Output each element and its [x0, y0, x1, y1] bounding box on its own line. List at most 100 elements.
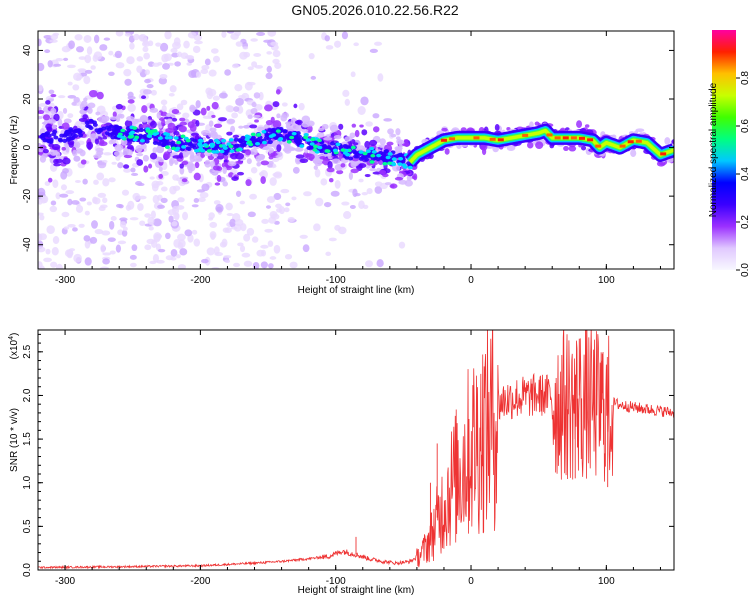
spectrogram-noise-blob — [149, 176, 155, 180]
spectrogram-cloud-blob — [222, 166, 227, 175]
spectrogram-noise-blob — [115, 108, 124, 114]
spectrogram-noise-blob — [173, 238, 181, 248]
spectrogram-noise-blob — [266, 196, 276, 203]
snr-yunit-label: (x104) — [8, 333, 20, 360]
spectrogram-cloud-blob — [57, 118, 63, 127]
spectrogram-noise-blob — [152, 218, 162, 227]
spectrogram-core-blob — [47, 139, 53, 144]
spectrogram-noise-blob — [38, 62, 45, 72]
spectrogram-bright-blob — [173, 136, 179, 140]
spectrogram-ridge-peak — [595, 144, 602, 148]
spectrogram-noise-blob — [74, 179, 81, 183]
spectrogram-cloud-blob — [444, 148, 450, 155]
spectrogram-noise-blob — [108, 220, 115, 230]
spectrogram-cloud-blob — [53, 113, 60, 122]
spectrogram-noise-blob — [372, 113, 380, 119]
spectrogram-bright-blob — [246, 135, 252, 139]
spectrogram-noise-blob — [93, 51, 103, 60]
spectrogram-noise-blob — [71, 200, 80, 205]
spectrogram-bright-blob — [176, 140, 182, 145]
spectrogram-noise-blob — [61, 211, 70, 218]
spectrogram-noise-blob — [136, 56, 144, 62]
spectrogram-noise-blob — [67, 198, 73, 206]
spectrogram-noise-blob — [173, 37, 181, 46]
spectrogram-noise-blob — [205, 87, 213, 95]
spectrogram-cloud-blob — [181, 160, 189, 165]
spectrogram-cloud-blob — [109, 116, 118, 121]
spectrogram-cloud-blob — [97, 161, 107, 169]
spectrogram-noise-blob — [313, 223, 321, 232]
spectrogram-cloud-blob — [581, 145, 587, 151]
spectrogram-noise-blob — [247, 211, 256, 218]
spectrogram-bright-blob — [134, 135, 140, 140]
snr-xtick-label: 0 — [468, 576, 474, 587]
spectrogram-bright-blob — [175, 146, 181, 151]
spectrogram-bright-blob — [181, 145, 187, 149]
spectrogram-noise-blob — [360, 96, 369, 106]
spectrogram-noise-blob — [44, 49, 51, 54]
spectrogram-noise-blob — [129, 262, 137, 268]
spectrogram-noise-blob — [160, 171, 169, 176]
spectrogram-noise-blob — [84, 210, 90, 216]
spectrogram-core-blob — [186, 146, 192, 151]
spectrogram-noise-blob — [231, 112, 239, 119]
spectrogram-noise-blob — [110, 216, 117, 221]
spectrogram-bright-blob — [332, 148, 338, 153]
spectrogram-cloud-blob — [127, 99, 135, 104]
spectrogram-bright-blob — [289, 135, 295, 140]
spectrogram-noise-blob — [328, 237, 337, 242]
spectrogram-cloud-blob — [506, 145, 516, 152]
spectrogram-cloud-blob — [272, 120, 282, 129]
spectrogram-xlabel: Height of straight line (km) — [298, 285, 415, 296]
spectrogram-cloud-blob — [273, 141, 279, 147]
spectrogram-noise-blob — [138, 195, 147, 200]
spectrogram-cloud-blob — [140, 115, 149, 123]
spectrogram-noise-blob — [281, 102, 288, 107]
spectrogram-ylabel: Frequency (Hz) — [9, 116, 20, 185]
spectrogram-noise-blob — [84, 69, 93, 74]
spectrogram-bright-blob — [152, 132, 158, 136]
spectrogram-bright-blob — [165, 132, 171, 137]
spectrogram-cloud-blob — [395, 136, 401, 141]
spectrogram-noise-blob — [165, 232, 171, 240]
spectrogram-cloud-blob — [200, 129, 210, 136]
spectrogram-noise-blob — [129, 42, 135, 50]
spectrogram-core-blob — [384, 149, 390, 154]
spectrogram-noise-blob — [159, 42, 169, 52]
spectrogram-noise-blob — [234, 218, 244, 227]
colorbar-gradient — [712, 30, 736, 270]
spectrogram-cloud-blob — [630, 149, 637, 157]
spectrogram-noise-blob — [349, 204, 356, 209]
spectrogram-cloud-blob — [250, 107, 258, 115]
spectrogram-cloud-blob — [141, 105, 148, 114]
spectrogram-cloud-blob — [136, 159, 144, 166]
colorbar-tick-label: 0.6 — [740, 119, 750, 133]
spectrogram-noise-blob — [383, 118, 393, 122]
spectrogram-cloud-blob — [301, 115, 311, 124]
spectrogram-cloud-blob — [272, 101, 280, 108]
spectrogram-core-blob — [330, 141, 336, 146]
snr-xtick-label: -300 — [55, 576, 75, 587]
spectrogram-noise-blob — [66, 249, 74, 257]
spectrogram-noise-blob — [108, 71, 115, 76]
spectrogram-ridge-peak — [570, 136, 577, 140]
spectrogram-cloud-blob — [331, 158, 341, 164]
spectrogram-noise-blob — [150, 89, 157, 96]
spectrogram-core-blob — [76, 128, 82, 133]
spectrogram-noise-blob — [159, 73, 168, 79]
spectrogram-core-blob — [152, 140, 158, 145]
spectrogram-noise-blob — [243, 260, 253, 267]
spectrogram-noise-blob — [310, 75, 317, 80]
spectrogram-noise-blob — [62, 168, 69, 174]
spectrogram-cloud-blob — [179, 163, 184, 169]
spectrogram-core-blob — [184, 141, 190, 146]
spectrogram-noise-blob — [119, 221, 127, 228]
spectrogram-noise-blob — [91, 220, 98, 229]
spectrogram-core-blob — [192, 138, 198, 143]
spectrogram-cloud-blob — [42, 148, 49, 154]
spectrogram-noise-blob — [136, 182, 145, 187]
spectrogram-cloud-blob — [584, 124, 590, 128]
spectrogram-bright-blob — [164, 145, 170, 150]
spectrogram-ytick-label: 20 — [22, 93, 33, 105]
spectrogram-cloud-blob — [295, 154, 305, 159]
